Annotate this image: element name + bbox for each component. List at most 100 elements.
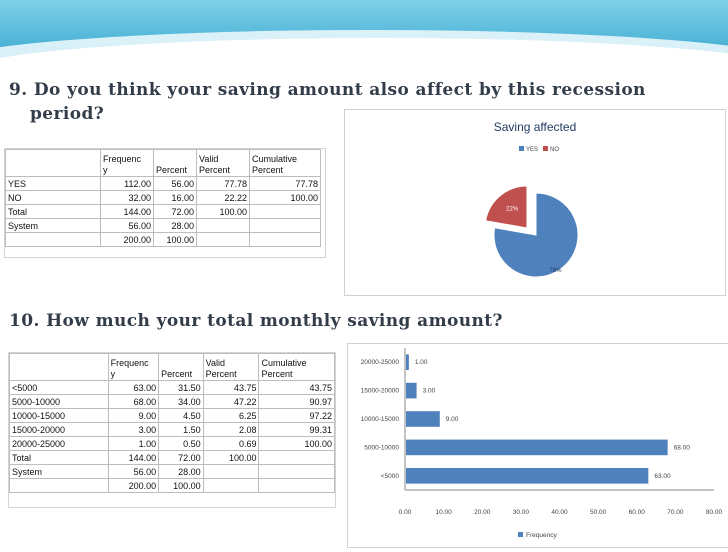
column-header: Valid Percent xyxy=(202,353,260,381)
table-cell: 100.00 xyxy=(153,232,197,247)
bar xyxy=(406,411,440,427)
bar-chart-svg: 0.00 10.00 20.00 30.00 40.00 50.00 60.00 70.00 8… xyxy=(361,348,723,539)
table-cell: 10000-15000 xyxy=(9,408,109,423)
bar-data-label: 1.00 xyxy=(415,359,428,366)
table-cell xyxy=(196,218,250,233)
monthly-saving-bar-chart: 0.00 10.00 20.00 30.00 40.00 50.00 60.00 70.00 8… xyxy=(347,343,728,548)
column-header: Cumulative Percent xyxy=(249,149,321,177)
table-cell: 28.00 xyxy=(153,218,197,233)
legend-swatch xyxy=(518,532,523,537)
legend-label: YES xyxy=(526,147,538,153)
table-cell xyxy=(258,478,335,493)
bar xyxy=(406,382,417,399)
frequency-table: Frequenc y Percent Valid Percent Cumulative Pe… xyxy=(9,353,335,493)
table-cell xyxy=(196,232,250,247)
table-cell: 200.00 xyxy=(107,478,160,493)
column-header: Frequenc y xyxy=(107,353,160,381)
table-cell: 63.00 xyxy=(107,380,160,395)
table-cell: YES xyxy=(5,176,101,191)
table-cell: <5000 xyxy=(9,380,109,395)
y-tick-label: <5000 xyxy=(381,473,400,480)
column-header: Percent xyxy=(158,353,204,381)
frequency-table: Frequenc y Percent Valid Percent Cumulative Pe… xyxy=(5,149,321,247)
x-tick-label: 10.00 xyxy=(435,509,452,516)
table-cell: 2.08 xyxy=(202,422,260,437)
table-cell: 77.78 xyxy=(196,176,250,191)
table-cell: 4.50 xyxy=(158,408,204,423)
question-9-title: 9. Do you think your saving amount also … xyxy=(9,78,646,126)
table-cell: Total xyxy=(9,450,109,465)
table-cell: 112.00 xyxy=(100,176,154,191)
pie-slice xyxy=(493,192,579,278)
y-tick-label: 15000-20000 xyxy=(361,388,400,395)
bar-data-label: 3.00 xyxy=(423,388,436,395)
table-cell xyxy=(9,478,109,493)
table-cell: 9.00 xyxy=(107,408,160,423)
table-cell: 1.50 xyxy=(158,422,204,437)
column-header xyxy=(9,353,109,381)
table-cell xyxy=(202,464,260,479)
x-tick-label: 70.00 xyxy=(667,509,684,516)
table-row: System 56.00 28.00 xyxy=(5,218,321,233)
table-cell: 144.00 xyxy=(107,450,160,465)
question-9-title-line1: 9. Do you think your saving amount also … xyxy=(9,80,646,100)
table-row: <5000 63.00 31.50 43.75 43.75 xyxy=(9,380,335,395)
table-cell: 32.00 xyxy=(100,190,154,205)
table-cell xyxy=(202,478,260,493)
table-cell: 43.75 xyxy=(202,380,260,395)
saving-affected-table: Frequenc y Percent Valid Percent Cumulative Pe… xyxy=(4,148,326,258)
monthly-saving-table: Frequenc y Percent Valid Percent Cumulative Pe… xyxy=(8,352,336,508)
y-tick-label: 5000-10000 xyxy=(364,444,399,451)
question-10-title: 10. How much your total monthly saving a… xyxy=(9,311,503,331)
column-header: Frequenc y xyxy=(100,149,154,177)
pie-chart-svg: Saving affected YES NO 78% 22% xyxy=(485,120,579,278)
pie-data-label: 22% xyxy=(506,206,519,212)
table-cell xyxy=(249,204,321,219)
table-row: Total 144.00 72.00 100.00 xyxy=(9,450,335,465)
column-header: Valid Percent xyxy=(196,149,250,177)
table-cell: 43.75 xyxy=(258,380,335,395)
table-cell: 15000-20000 xyxy=(9,422,109,437)
x-tick-label: 60.00 xyxy=(629,509,646,516)
column-header: Percent xyxy=(153,149,197,177)
table-cell: 200.00 xyxy=(100,232,154,247)
table-cell: 3.00 xyxy=(107,422,160,437)
bar-data-label: 68.00 xyxy=(674,444,691,451)
table-cell: 99.31 xyxy=(258,422,335,437)
table-cell xyxy=(5,232,101,247)
table-cell: 77.78 xyxy=(249,176,321,191)
x-tick-label: 40.00 xyxy=(551,509,568,516)
table-header-row: Frequenc y Percent Valid Percent Cumulative Pe… xyxy=(5,149,321,177)
table-cell: 100.00 xyxy=(202,450,260,465)
table-cell xyxy=(258,464,335,479)
table-cell: 1.00 xyxy=(107,436,160,451)
table-cell: 68.00 xyxy=(107,394,160,409)
table-row: 15000-20000 3.00 1.50 2.08 99.31 xyxy=(9,422,335,437)
table-row: 200.00 100.00 xyxy=(5,232,321,247)
bar xyxy=(406,467,649,484)
table-cell: 144.00 xyxy=(100,204,154,219)
bar-data-label: 9.00 xyxy=(446,416,459,423)
bar xyxy=(406,354,409,371)
table-cell: 34.00 xyxy=(158,394,204,409)
table-cell: 31.50 xyxy=(158,380,204,395)
question-9-title-line2: period? xyxy=(30,104,105,124)
saving-affected-pie-chart: Saving affected YES NO 78% 22% xyxy=(344,109,726,296)
table-row: NO 32.00 16.00 22.22 100.00 xyxy=(5,190,321,205)
chart-title: Saving affected xyxy=(494,120,577,134)
table-cell: System xyxy=(5,218,101,233)
x-tick-label: 20.00 xyxy=(474,509,491,516)
bar-data-label: 63.00 xyxy=(654,473,671,480)
pie-slice xyxy=(485,185,528,229)
legend-swatch xyxy=(543,146,548,151)
x-tick-label: 0.00 xyxy=(399,509,412,516)
table-header-row: Frequenc y Percent Valid Percent Cumulative Pe… xyxy=(9,353,335,381)
legend-label: Frequency xyxy=(526,532,557,539)
table-row: 5000-10000 68.00 34.00 47.22 90.97 xyxy=(9,394,335,409)
table-row: 20000-25000 1.00 0.50 0.69 100.00 xyxy=(9,436,335,451)
table-cell: 100.00 xyxy=(258,436,335,451)
x-tick-label: 50.00 xyxy=(590,509,607,516)
table-cell: 56.00 xyxy=(107,464,160,479)
bar xyxy=(406,439,668,456)
table-cell: 5000-10000 xyxy=(9,394,109,409)
